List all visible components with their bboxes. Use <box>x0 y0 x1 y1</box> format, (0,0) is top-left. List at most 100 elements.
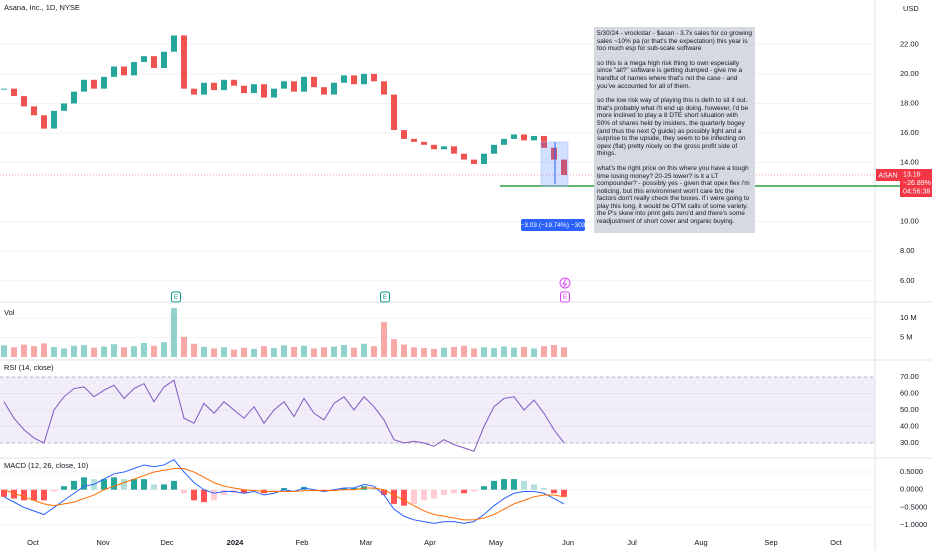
macd-histogram-bar <box>531 484 537 490</box>
volume-bar <box>391 339 397 357</box>
symbol-tag <box>876 169 900 181</box>
macd-histogram-bar <box>431 489 437 499</box>
y-tick-label: 10 M <box>900 313 917 322</box>
candle <box>411 138 417 142</box>
candle <box>81 79 87 92</box>
volume-bar <box>321 347 327 357</box>
volume-bar <box>461 345 467 357</box>
candle <box>421 141 427 145</box>
candle <box>61 103 67 111</box>
x-tick-label: Aug <box>694 538 707 547</box>
macd-histogram-bar <box>141 479 147 490</box>
candle <box>551 147 557 160</box>
candle <box>131 62 137 76</box>
candle <box>321 87 327 95</box>
volume-bar <box>371 346 377 357</box>
macd-histogram-bar <box>11 489 17 499</box>
candle <box>31 106 37 116</box>
dividend-icon <box>559 277 571 289</box>
price-tag-countdown: 04:56:38 <box>903 188 930 195</box>
macd-histogram-bar <box>211 489 217 501</box>
macd-histogram-bar <box>491 480 497 490</box>
volume-bar <box>251 348 257 357</box>
candle <box>301 76 307 92</box>
candle <box>401 130 407 139</box>
volume-bar <box>41 343 47 357</box>
macd-histogram-bar <box>441 489 447 496</box>
x-tick-label: Mar <box>360 538 373 547</box>
x-tick-label: 2024 <box>227 538 245 547</box>
y-tick-label: 14.00 <box>900 158 919 167</box>
volume-bar <box>131 346 137 357</box>
candle <box>391 94 397 131</box>
x-tick-label: May <box>489 538 503 547</box>
candle <box>101 76 107 89</box>
macd-histogram-bar <box>151 484 157 490</box>
y-tick-label: 0.0000 <box>900 485 923 494</box>
macd-histogram-bar <box>61 486 67 490</box>
x-tick-label: Oct <box>830 538 843 547</box>
volume-bar <box>241 347 247 357</box>
candle <box>521 134 527 141</box>
candle <box>151 56 157 68</box>
candle <box>251 84 257 94</box>
candle <box>201 82 207 95</box>
volume-bar <box>451 346 457 357</box>
volume-bar <box>221 347 227 357</box>
candle <box>11 88 17 97</box>
macd-histogram-bar <box>341 487 347 490</box>
price-tag-value: 13.16 <box>903 171 921 178</box>
volume-bar <box>101 346 107 357</box>
candle <box>41 115 47 129</box>
candle <box>261 84 267 98</box>
candle <box>181 35 187 89</box>
event-marker <box>171 291 181 303</box>
event-label: E <box>174 294 179 301</box>
volume-bar <box>1 345 7 357</box>
macd-histogram-bar <box>411 489 417 504</box>
candle <box>531 135 537 141</box>
rsi-band <box>0 377 875 443</box>
candle <box>291 81 297 92</box>
note-paragraph: 5/30/24 - vrockstar - $asan - 3.7x sales… <box>597 30 752 53</box>
x-tick-label: Oct <box>27 538 40 547</box>
macd-histogram-bar <box>551 489 557 494</box>
macd-histogram-bar <box>401 489 407 506</box>
y-tick-label: 50.00 <box>900 405 919 414</box>
y-tick-label: 5 M <box>900 333 913 342</box>
symbol-label: ASAN <box>878 172 897 179</box>
volume-bar <box>201 346 207 357</box>
volume-bar <box>481 347 487 357</box>
macd-histogram-bar <box>41 489 47 501</box>
candle <box>501 138 507 145</box>
pane-title: Vol <box>4 308 15 317</box>
candle <box>361 73 367 85</box>
volume-bar <box>231 349 237 357</box>
macd-histogram-bar <box>171 480 177 490</box>
volume-bar <box>301 345 307 357</box>
candle <box>221 79 227 91</box>
y-tick-label: −0.5000 <box>900 502 927 511</box>
candle <box>51 110 57 129</box>
candle <box>21 96 27 107</box>
event-label: E <box>563 294 568 301</box>
volume-bar <box>361 343 367 357</box>
macd-histogram-bar <box>191 489 197 501</box>
volume-bar <box>531 348 537 357</box>
x-tick-label: Apr <box>424 538 436 547</box>
volume-bar <box>61 348 67 357</box>
volume-bar <box>561 347 567 357</box>
rsi-line <box>3 379 565 452</box>
measure-label: −3.03 (−19.74%) −303 <box>521 222 586 229</box>
pane-title: MACD (12, 26, close, 10) <box>4 461 89 470</box>
macd-histogram-bar <box>381 489 387 496</box>
volume-bar <box>51 346 57 357</box>
volume-bar <box>81 344 87 357</box>
volume-bar <box>291 346 297 357</box>
candle <box>141 56 147 63</box>
x-tick-label: Jun <box>562 538 574 547</box>
volume-bar <box>71 345 77 357</box>
candle <box>271 88 277 98</box>
